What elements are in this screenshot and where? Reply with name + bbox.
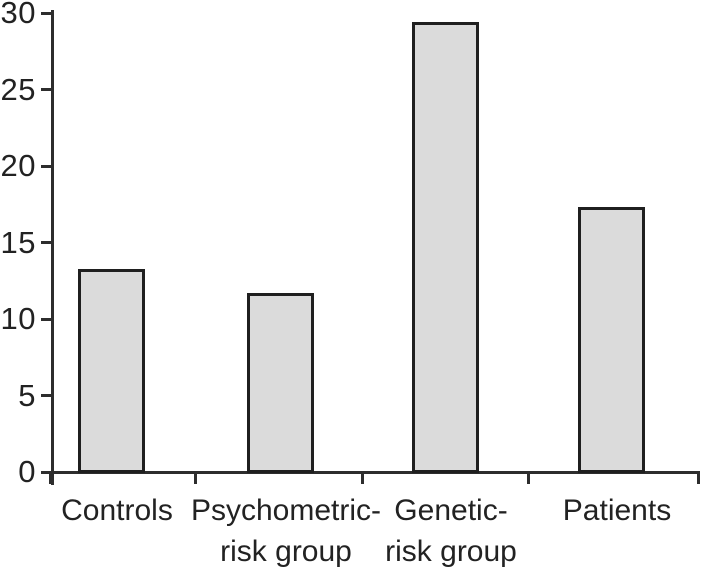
y-tick-label: 15 (0, 224, 36, 260)
x-axis-line (49, 471, 700, 474)
y-tick-label: 5 (18, 377, 36, 413)
y-tick-label: 0 (18, 454, 36, 489)
x-axis-tick (696, 471, 700, 484)
y-axis-tick (41, 241, 54, 244)
y-tick-label: 30 (0, 0, 36, 30)
bar-controls (77, 268, 145, 473)
x-category-label: Controls (61, 494, 173, 527)
bar-genetic-risk-group (411, 22, 479, 473)
y-axis-tick (41, 470, 54, 474)
y-axis-tick (41, 88, 54, 91)
y-axis-tick (41, 11, 54, 15)
bar-patients (577, 207, 645, 473)
x-category-label: Patients (562, 494, 672, 527)
y-tick-label: 20 (0, 148, 36, 183)
x-category-label: risk group (220, 535, 352, 568)
y-axis-line (51, 10, 54, 485)
y-axis-tick (41, 394, 54, 397)
y-axis-tick (41, 164, 54, 168)
x-axis-tick (526, 471, 530, 484)
x-axis-tick (361, 471, 364, 484)
bar-psychometric-risk-group (246, 292, 314, 473)
x-category-label: Genetic- (394, 494, 508, 527)
x-category-label: risk group (385, 535, 517, 568)
x-axis-tick (194, 471, 197, 484)
x-category-label: Psychometric- (190, 494, 382, 527)
y-tick-label: 10 (0, 301, 36, 336)
x-axis-tick (48, 471, 52, 484)
y-tick-label: 25 (0, 71, 36, 107)
y-axis-tick (41, 317, 54, 321)
